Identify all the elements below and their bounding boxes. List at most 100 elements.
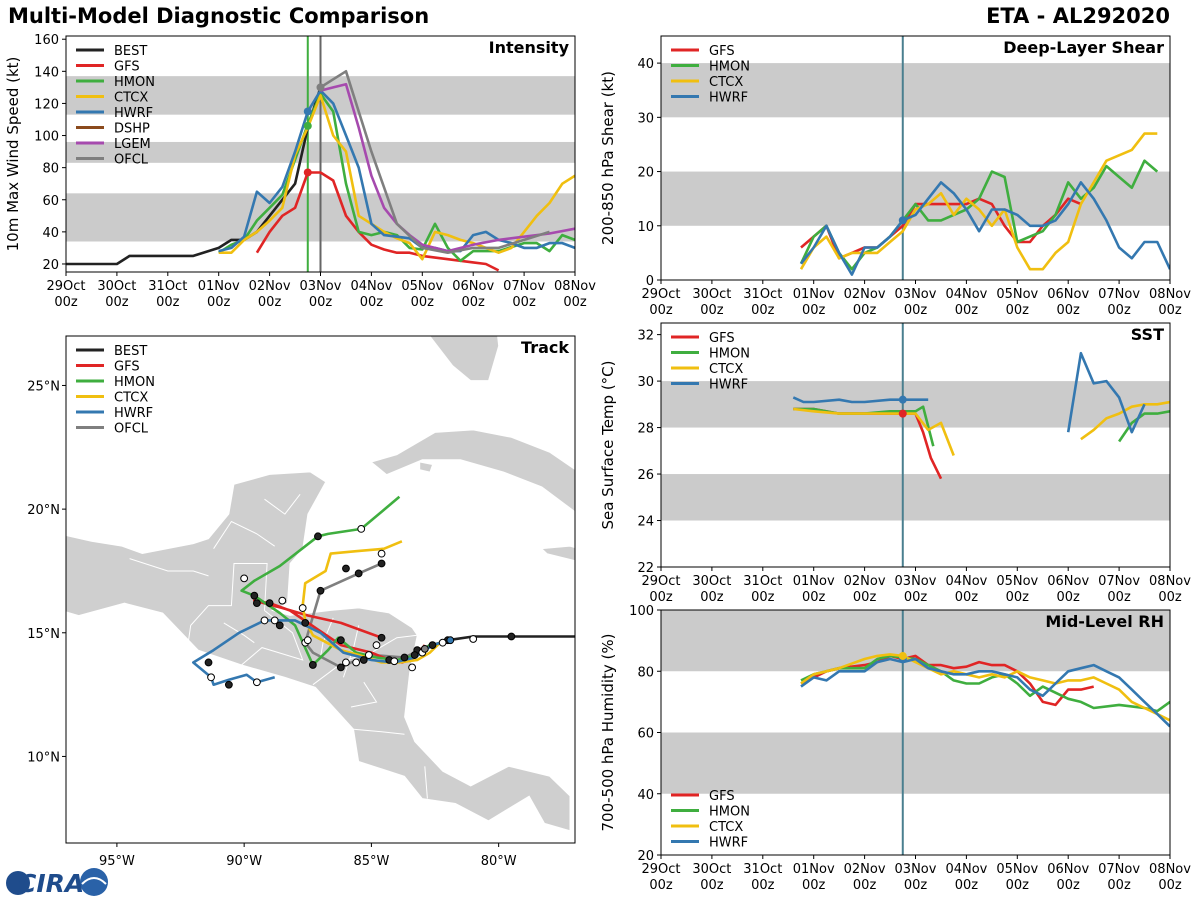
- x-tick-label: 29Oct: [641, 862, 680, 877]
- x-tick-label: 04Nov: [945, 862, 987, 877]
- y-tick-label: 20: [637, 849, 654, 864]
- track-position-marker: [372, 641, 381, 650]
- marker-ofcl: [316, 83, 325, 92]
- x-tick-label: 08Nov: [1149, 287, 1191, 302]
- x-tick-label: 07Nov: [1098, 862, 1140, 877]
- x-tick-label: 04Nov: [350, 279, 392, 294]
- y-tick-label: 32: [637, 329, 654, 344]
- track-position-marker: [240, 574, 249, 583]
- y-tick-label: 60: [637, 727, 654, 742]
- plot-area: [66, 36, 575, 272]
- x-tick-label: 06Nov: [1047, 862, 1089, 877]
- x-tick-label: 07Nov: [1098, 574, 1140, 589]
- x-tick-sublabel: 00z: [751, 590, 775, 605]
- plot-area: [661, 610, 1170, 855]
- x-tick-sublabel: 00z: [853, 590, 877, 605]
- x-tick-label: 30Oct: [97, 279, 136, 294]
- x-tick-label: 05Nov: [996, 287, 1038, 302]
- y-tick-label: 60: [42, 194, 59, 209]
- marker-hwrf: [303, 107, 312, 116]
- y-tick-label: 30: [637, 111, 654, 126]
- y-tick-label: 15°N: [27, 627, 60, 642]
- x-tick-sublabel: 00z: [955, 303, 979, 318]
- panel-title: Track: [521, 338, 569, 357]
- border-guatemala: [187, 563, 268, 643]
- x-tick-sublabel: 00z: [207, 295, 231, 310]
- x-tick-sublabel: 00z: [700, 303, 724, 318]
- track-position-marker: [301, 618, 310, 627]
- track-position-marker: [260, 616, 269, 625]
- x-tick-label: 02Nov: [844, 287, 886, 302]
- x-tick-label: 29Oct: [641, 287, 680, 302]
- track-position-marker: [278, 596, 287, 605]
- x-tick-label: 05Nov: [401, 279, 443, 294]
- panel-title: Mid-Level RH: [1045, 612, 1164, 631]
- series-line-hwrf: [800, 657, 1170, 728]
- x-tick-label: 03Nov: [895, 287, 937, 302]
- x-tick-sublabel: 00z: [904, 878, 928, 893]
- legend-label-hwrf: HWRF: [114, 106, 153, 121]
- track-position-marker: [507, 632, 516, 641]
- track-position-marker: [298, 604, 307, 612]
- legend-label-ctcx: CTCX: [709, 820, 743, 835]
- track-position-marker: [265, 599, 274, 608]
- x-tick-sublabel: 00z: [1057, 590, 1081, 605]
- x-tick-label: 02Nov: [249, 279, 291, 294]
- border-honduras-dept-1: [320, 617, 334, 658]
- legend-label-hmon: HMON: [709, 805, 750, 820]
- legend-label-best: BEST: [114, 344, 147, 359]
- series-line-lgem: [320, 82, 575, 253]
- legend-label-hwrf: HWRF: [709, 91, 748, 106]
- x-tick-label: 08Nov: [1149, 862, 1191, 877]
- x-tick-sublabel: 00z: [1057, 878, 1081, 893]
- series-line-ctcx: [800, 653, 1170, 722]
- legend-label-gfs: GFS: [709, 331, 735, 346]
- track-position-marker: [357, 525, 366, 533]
- marker-hwrf: [898, 216, 907, 225]
- track-position-marker: [224, 680, 233, 689]
- track-position-marker: [303, 636, 312, 645]
- track-position-marker: [377, 559, 386, 568]
- x-tick-label: 80°W: [481, 854, 517, 869]
- x-tick-sublabel: 00z: [649, 878, 673, 893]
- x-tick-sublabel: 00z: [1006, 878, 1030, 893]
- cira-logo-graphic: CIRA: [6, 868, 108, 898]
- y-tick-label: 20°N: [27, 503, 60, 518]
- y-axis-label: 10m Max Wind Speed (kt): [4, 57, 22, 252]
- cira-logo-text: CIRA: [18, 869, 84, 898]
- x-tick-label: 29Oct: [46, 279, 85, 294]
- series-line-ctcx: [793, 407, 955, 456]
- track-position-marker: [308, 661, 317, 669]
- border-mexico-state-3: [264, 493, 301, 515]
- panel-shear: 29Oct00z30Oct00z31Oct00z01Nov00z02Nov00z…: [599, 35, 1191, 318]
- track-position-marker: [469, 635, 478, 643]
- x-tick-label: 03Nov: [300, 279, 342, 294]
- marker-gfs: [898, 409, 907, 418]
- x-tick-sublabel: 00z: [512, 295, 536, 310]
- series-line-hwrf: [799, 181, 1170, 276]
- y-tick-label: 30: [637, 375, 654, 390]
- plot-area: [661, 323, 1170, 567]
- x-tick-label: 04Nov: [945, 287, 987, 302]
- legend-label-lgem: LGEM: [114, 137, 151, 152]
- x-tick-sublabel: 00z: [904, 303, 928, 318]
- track-position-marker: [377, 633, 386, 642]
- plot-area: [661, 36, 1170, 280]
- series-line-gfs: [800, 654, 1094, 707]
- x-tick-sublabel: 00z: [802, 878, 826, 893]
- x-tick-label: 01Nov: [793, 287, 835, 302]
- x-tick-sublabel: 00z: [751, 303, 775, 318]
- x-tick-label: 08Nov: [554, 279, 596, 294]
- legend-label-gfs: GFS: [114, 60, 140, 75]
- y-tick-label: 10: [637, 220, 654, 235]
- border-mexico-state-1: [129, 558, 209, 577]
- y-tick-label: 20: [42, 258, 59, 273]
- threshold-band: [661, 474, 1170, 521]
- x-tick-label: 03Nov: [895, 574, 937, 589]
- y-tick-label: 80: [42, 162, 59, 177]
- legend-label-ctcx: CTCX: [709, 75, 743, 90]
- track-position-marker: [390, 657, 399, 666]
- legend-label-hwrf: HWRF: [709, 378, 748, 393]
- x-tick-sublabel: 00z: [649, 303, 673, 318]
- storm-id: ETA - AL292020: [986, 4, 1170, 28]
